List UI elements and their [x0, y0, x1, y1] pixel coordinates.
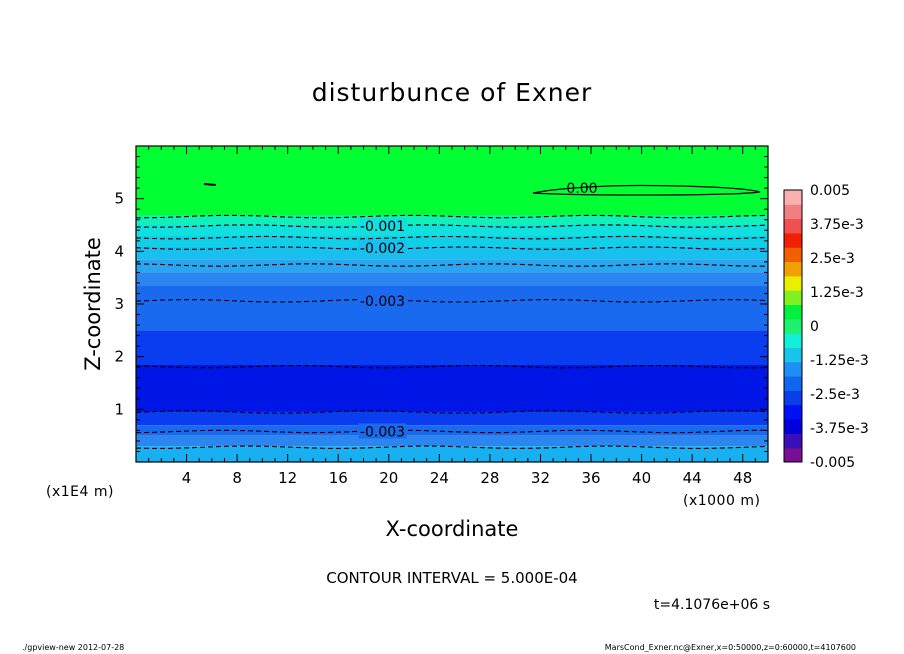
contour-band	[136, 259, 768, 273]
colorbar-label: 1.25e-3	[810, 285, 864, 301]
contour-label: -0.003	[360, 294, 405, 310]
colorbar-frame	[783, 189, 803, 463]
x-unit-note: (x1000 m)	[683, 493, 760, 509]
contour-line	[135, 429, 768, 434]
contour-label-bg	[358, 292, 407, 308]
contour-band	[136, 446, 768, 462]
y-tick-label: 2	[114, 348, 124, 366]
contour-label-bg	[358, 423, 407, 439]
colorbar-swatch	[784, 447, 802, 463]
colorbar-label: 0.005	[810, 183, 850, 199]
contour-label: -0.003	[360, 424, 405, 440]
y-tick-label: 3	[114, 295, 124, 313]
y-tick-label: 5	[114, 190, 124, 208]
contour-line	[135, 224, 769, 228]
contour-band	[136, 425, 768, 436]
colorbar-label: 2.5e-3	[810, 251, 855, 267]
colorbar-label: 3.75e-3	[810, 217, 864, 233]
contour-line	[135, 410, 769, 414]
colorbar-swatch	[784, 304, 802, 320]
y-tick-label: 1	[114, 400, 124, 418]
contour-band	[136, 411, 768, 426]
time-text: t=4.1076e+06 s	[654, 597, 770, 613]
x-tick-label: 24	[430, 469, 449, 487]
contour-band	[136, 272, 768, 286]
colorbar: 0.005 3.75e-3 2.5e-3 1.25e-3 0 -1.25e-3 -2.5e-…	[783, 183, 869, 471]
y-unit-note: (x1E4 m)	[46, 484, 114, 500]
colorbar-swatch	[784, 376, 802, 391]
colorbar-swatch	[784, 333, 802, 348]
contour-band	[136, 235, 768, 247]
contour-line	[135, 263, 768, 267]
x-tick-label: 32	[531, 469, 550, 487]
x-tick-label: 20	[379, 469, 398, 487]
colorbar-swatch	[784, 318, 802, 334]
colorbar-swatch	[784, 218, 802, 234]
contour-band	[136, 215, 768, 225]
y-axis: 1 2 3 4 5	[114, 156, 768, 452]
y-axis-label: Z-coordinate	[81, 237, 105, 371]
zero-contour-label: 0.00	[566, 181, 597, 197]
contour-band	[136, 225, 768, 236]
colorbar-swatch	[784, 404, 802, 420]
x-axis: 4 8 12 16 20 24 28 32 36 40 44 48	[148, 146, 756, 487]
x-tick-label: 4	[182, 469, 192, 487]
contour-interval-text: CONTOUR INTERVAL = 5.000E-04	[326, 569, 577, 587]
colorbar-label: -3.75e-3	[810, 421, 869, 437]
contour-line	[135, 299, 769, 303]
colorbar-swatch	[784, 261, 802, 277]
contour-label: -0.002	[360, 241, 405, 257]
contour-band	[136, 364, 768, 412]
contour-label-bg	[358, 240, 407, 256]
colorbar-label: -0.005	[810, 455, 855, 471]
x-tick-label: 44	[683, 469, 702, 487]
footer-left: ./gpview-new 2012-07-28	[22, 643, 124, 652]
contour-band	[136, 285, 768, 331]
colorbar-label: -1.25e-3	[810, 353, 869, 369]
x-axis-label: X-coordinate	[386, 517, 519, 541]
contour-label: -0.001	[360, 219, 405, 235]
x-tick-label: 28	[480, 469, 499, 487]
x-tick-label: 8	[232, 469, 242, 487]
colorbar-swatch	[784, 361, 802, 377]
x-tick-label: 12	[278, 469, 297, 487]
footer-right: MarsCond_Exner.nc@Exner,x=0:50000,z=0:60…	[605, 643, 856, 652]
colorbar-swatch	[784, 390, 802, 406]
colorbar-swatch	[784, 347, 802, 363]
contour-band	[136, 435, 768, 447]
contour-line	[135, 246, 769, 250]
contour-line	[135, 364, 769, 369]
contour-line	[135, 445, 769, 449]
colorbar-swatch	[784, 247, 802, 263]
contour-lines: -0.001 -0.002 -0.003 -0.003 0.00	[135, 181, 769, 449]
chart-title: disturbunce of Exner	[312, 78, 593, 107]
colorbar-swatch	[784, 232, 802, 248]
x-tick-label: 36	[581, 469, 600, 487]
contour-line	[135, 235, 769, 240]
colorbar-swatch	[784, 433, 802, 449]
colorbar-swatch	[784, 290, 802, 306]
colorbar-swatch	[784, 419, 802, 434]
zero-contour	[532, 184, 761, 196]
x-tick-label: 16	[329, 469, 348, 487]
contour-label-bg	[358, 218, 407, 234]
colorbar-swatch	[784, 275, 802, 291]
x-tick-label: 48	[733, 469, 752, 487]
small-contour	[203, 183, 217, 186]
contour-band	[136, 246, 768, 260]
colorbar-label: 0	[810, 319, 819, 335]
colorbar-label: -2.5e-3	[810, 387, 860, 403]
plot-area	[136, 146, 768, 462]
x-tick-label: 40	[632, 469, 651, 487]
colorbar-swatch	[784, 190, 802, 205]
colorbar-swatch	[784, 204, 802, 220]
contour-line	[135, 214, 769, 219]
contour-band	[136, 146, 768, 216]
y-tick-label: 4	[114, 242, 124, 260]
contour-band	[136, 330, 768, 365]
